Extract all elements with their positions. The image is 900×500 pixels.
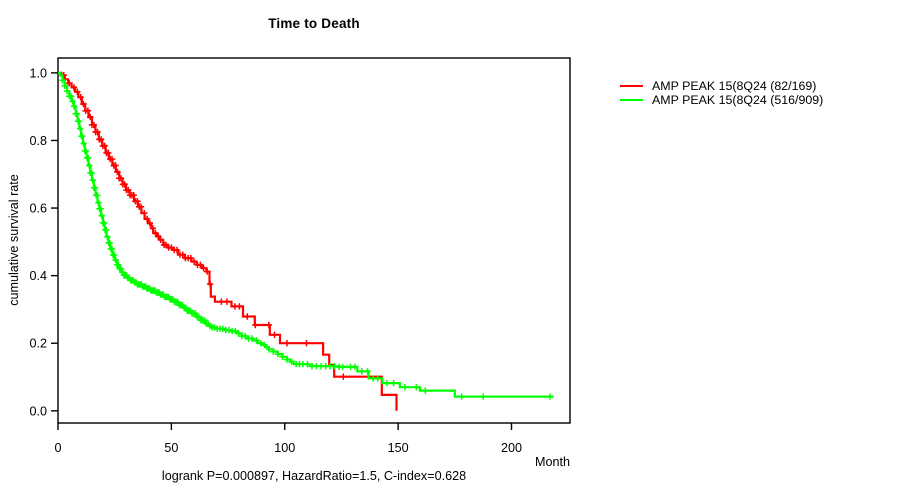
stats-annotation: logrank P=0.000897, HazardRatio=1.5, C-i… (161, 469, 467, 483)
legend-row-group2: AMP PEAK 15(8Q24 (516/909) (620, 93, 824, 108)
x-tick-label: 0 (54, 441, 61, 455)
survival-curve-group2 (58, 71, 554, 398)
censor-marks-group1 (60, 72, 347, 380)
legend-label-group1: AMP PEAK 15(8Q24 (82/169) (652, 78, 817, 93)
y-tick-label: 1.0 (29, 66, 47, 80)
y-tick-label: 0.8 (29, 134, 47, 148)
y-tick-label: 0.6 (29, 202, 47, 216)
plot-frame (57, 57, 571, 424)
y-tick-label: 0.2 (29, 337, 47, 351)
x-axis-label: Month (534, 455, 570, 469)
legend-line-swatch-green (620, 98, 643, 102)
legend: AMP PEAK 15(8Q24 (82/169) AMP PEAK 15(8Q… (620, 79, 823, 107)
legend-line-swatch-red (620, 84, 643, 87)
censor-marks-group2 (59, 77, 554, 400)
x-tick-label: 200 (501, 441, 522, 455)
x-tick-label: 100 (274, 441, 295, 455)
y-tick-label: 0.0 (29, 404, 47, 418)
plot-title: Time to Death (268, 16, 360, 31)
x-tick-label: 150 (388, 441, 409, 455)
legend-row-group1: AMP PEAK 15(8Q24 (82/169) (620, 78, 823, 93)
legend-label-group2: AMP PEAK 15(8Q24 (516/909) (652, 93, 824, 108)
x-tick-label: 50 (164, 441, 178, 455)
y-tick-label: 0.4 (29, 269, 47, 283)
